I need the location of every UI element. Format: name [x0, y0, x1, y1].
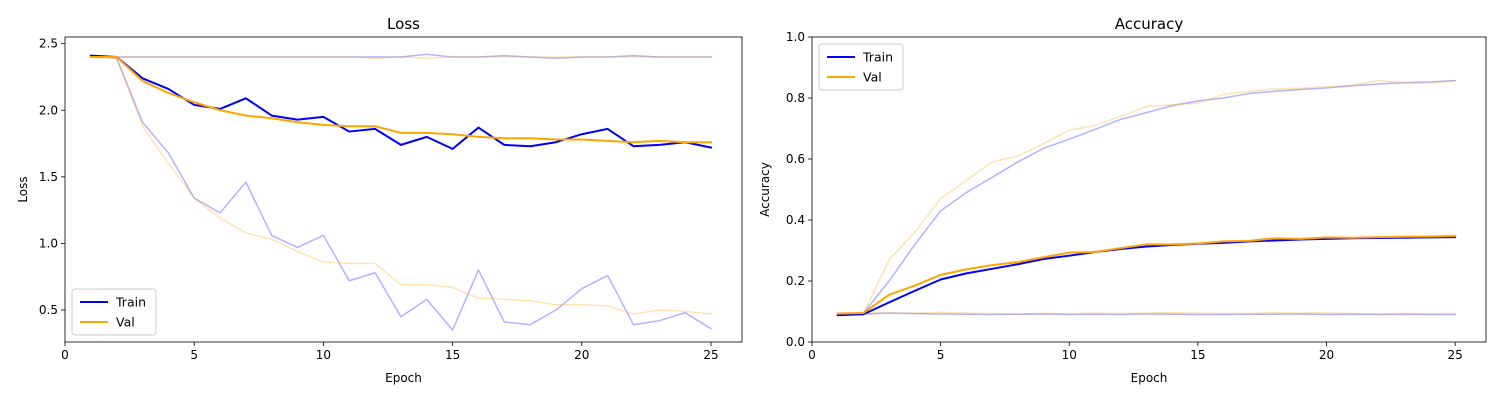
x-tick-label: 20	[1319, 348, 1334, 362]
y-tick-label: 1.0	[39, 236, 58, 250]
legend: Train Val	[818, 43, 904, 91]
x-tick-label: 25	[1447, 348, 1462, 362]
series-line-5	[89, 55, 712, 144]
x-tick-label: 0	[808, 348, 816, 362]
series-line-2	[836, 79, 1456, 316]
y-tick-label: 1.5	[39, 170, 58, 184]
series-group	[89, 53, 713, 331]
legend-box	[71, 288, 157, 336]
y-tick-label: 2.0	[39, 103, 58, 117]
x-tick-label: 0	[61, 348, 69, 362]
x-tick-label: 15	[445, 348, 460, 362]
x-axis-label: Epoch	[1131, 371, 1168, 385]
series-line-1	[90, 56, 712, 60]
plot-frame	[811, 36, 1487, 343]
x-tick-label: 10	[316, 348, 331, 362]
legend-label: Train	[115, 295, 146, 310]
y-axis-label: Loss	[16, 176, 30, 202]
x-tick-label: 25	[703, 348, 718, 362]
legend: Train Val	[71, 288, 157, 336]
y-axis-label: Accuracy	[758, 162, 772, 217]
series-line-1	[836, 311, 1456, 315]
series-group	[836, 79, 1457, 317]
legend-label: Val	[863, 70, 882, 85]
y-tick-label: 1.0	[786, 30, 805, 44]
x-tick-label: 15	[1190, 348, 1205, 362]
plot-frame	[64, 36, 743, 343]
y-tick-label: 0.8	[786, 91, 805, 105]
accuracy-chart-panel: 0 5 10 15 20 25 0.0 0.2 0.4 0.6 0.8 1.0 Accuracy Epoc…	[758, 15, 1487, 385]
x-tick-label: 10	[1062, 348, 1077, 362]
x-tick-label: 5	[937, 348, 945, 362]
chart-title: Accuracy	[1115, 15, 1184, 33]
y-tick-label: 0.2	[786, 274, 805, 288]
series-line-0	[836, 312, 1456, 316]
legend-box	[818, 43, 904, 91]
series-line-4	[836, 236, 1457, 317]
x-axis-label: Epoch	[385, 371, 422, 385]
loss-chart-panel: 0 5 10 15 20 25 0.5 1.0 1.5 2.0 2.5 Loss Epoch Loss Tr…	[16, 15, 743, 385]
series-line-3	[90, 56, 712, 315]
legend-label: Val	[116, 315, 135, 330]
x-tick-label: 20	[574, 348, 589, 362]
x-tick-label: 5	[190, 348, 198, 362]
series-line-5	[836, 234, 1457, 315]
y-tick-label: 2.5	[39, 37, 58, 51]
series-line-2	[90, 54, 713, 331]
y-tick-label: 0.6	[786, 152, 805, 166]
y-tick-label: 0.5	[39, 303, 58, 317]
y-tick-label: 0.4	[786, 213, 805, 227]
series-line-4	[89, 54, 713, 150]
chart-title: Loss	[387, 15, 420, 33]
y-tick-label: 0.0	[786, 335, 805, 349]
legend-label: Train	[862, 50, 893, 65]
series-line-3	[836, 79, 1456, 315]
series-line-0	[90, 53, 712, 60]
